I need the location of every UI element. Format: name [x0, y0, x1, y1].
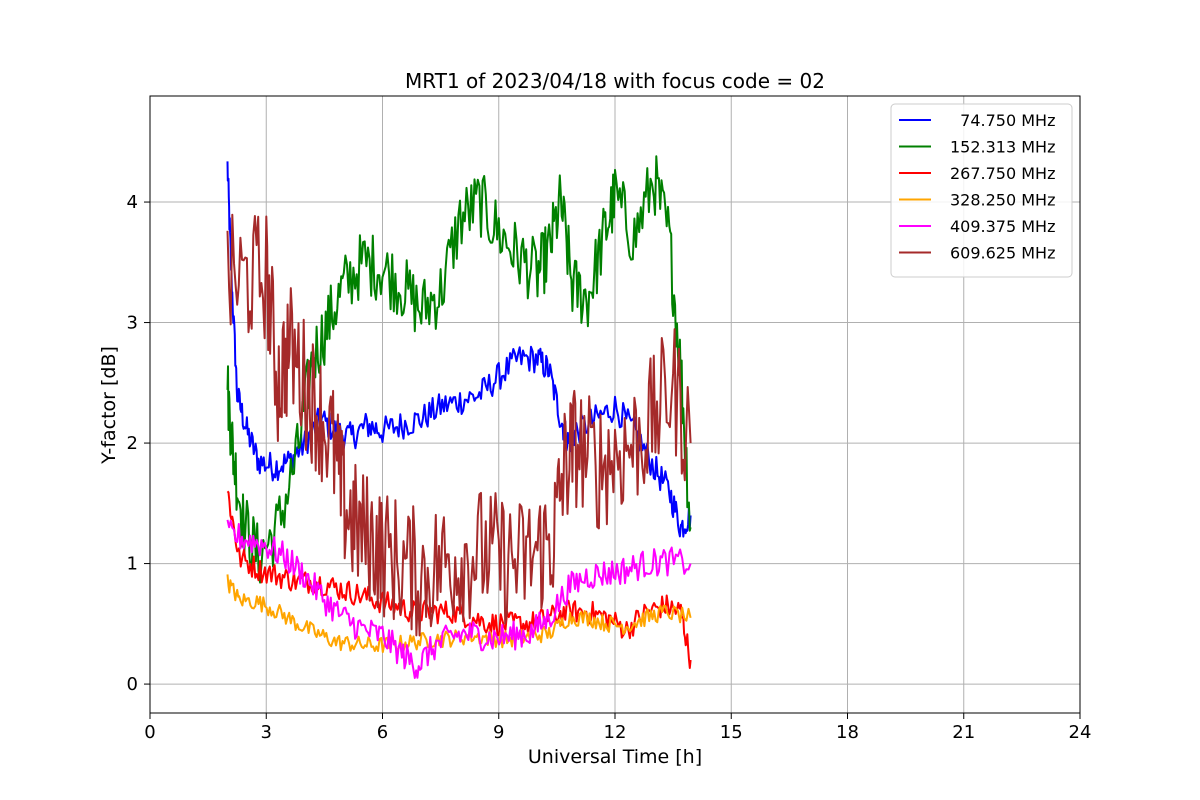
x-tick-label: 0 [144, 722, 155, 743]
legend: 74.750 MHz 152.313 MHz 267.750 MHz 328.250 … [890, 103, 1073, 278]
legend-label-3: 267.750 MHz [950, 164, 1055, 183]
x-tick-label: 3 [261, 722, 272, 743]
y-axis-ticks: 0 1 2 3 4 [127, 192, 150, 695]
x-tick-label: 9 [493, 722, 504, 743]
x-axis-ticks: 0 3 6 9 12 15 18 21 24 [144, 713, 1091, 743]
series-line-2 [226, 155, 692, 584]
y-tick-label: 0 [127, 674, 138, 695]
y-tick-label: 1 [127, 554, 138, 575]
legend-label-1: 74.750 MHz [950, 111, 1055, 130]
plot-lines [226, 155, 692, 679]
x-tick-label: 12 [604, 722, 627, 743]
y-tick-label: 3 [127, 313, 138, 334]
series-line-1 [226, 161, 692, 538]
x-tick-label: 18 [836, 722, 859, 743]
legend-label-4: 328.250 MHz [950, 191, 1055, 210]
y-tick-label: 4 [127, 192, 138, 213]
legend-label-5: 409.375 MHz [950, 217, 1055, 236]
x-tick-label: 24 [1069, 722, 1092, 743]
y-axis-label: Y-factor [dB] [98, 346, 120, 465]
series-line-5 [226, 519, 692, 679]
chart-title: MRT1 of 2023/04/18 with focus code = 02 [405, 69, 825, 93]
x-tick-label: 6 [377, 722, 388, 743]
series-line-4 [226, 574, 692, 654]
series-line-6 [226, 213, 692, 637]
legend-label-6: 609.625 MHz [950, 244, 1055, 263]
x-tick-label: 21 [952, 722, 975, 743]
legend-label-2: 152.313 MHz [950, 138, 1055, 157]
legend-box [890, 103, 1073, 278]
x-tick-label: 15 [720, 722, 743, 743]
y-tick-label: 2 [127, 433, 138, 454]
x-axis-label: Universal Time [h] [528, 746, 702, 768]
